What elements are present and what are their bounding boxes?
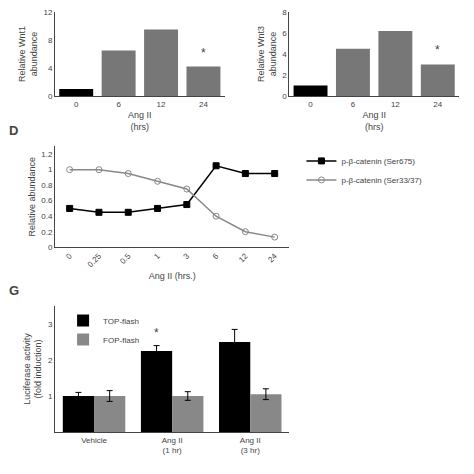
svg-text:3: 3 [182, 251, 192, 261]
svg-text:6: 6 [351, 100, 356, 109]
svg-text:12: 12 [237, 251, 250, 264]
svg-text:1: 1 [48, 392, 53, 401]
svg-text:1: 1 [152, 251, 162, 261]
svg-text:D: D [9, 123, 18, 138]
svg-text:12: 12 [391, 100, 400, 109]
svg-text:Vehicle: Vehicle [81, 436, 107, 445]
svg-text:8: 8 [48, 36, 53, 45]
svg-text:Relative abundance: Relative abundance [27, 157, 37, 237]
svg-text:Ang II(1 hr): Ang II(1 hr) [162, 436, 183, 455]
svg-text:0: 0 [74, 100, 79, 109]
svg-text:*: * [435, 43, 440, 57]
svg-text:0.5: 0.5 [118, 251, 133, 266]
svg-text:1: 1 [48, 165, 53, 174]
svg-text:0.8: 0.8 [41, 181, 53, 190]
svg-text:Ang II(3 hr): Ang II(3 hr) [240, 436, 261, 455]
svg-text:Luciferase activity(fold induc: Luciferase activity(fold induction) [22, 333, 44, 405]
svg-text:1.2: 1.2 [41, 150, 53, 159]
svg-text:2: 2 [282, 71, 287, 80]
svg-text:0.4: 0.4 [41, 212, 53, 221]
svg-text:0: 0 [282, 92, 287, 101]
svg-text:0: 0 [48, 243, 53, 252]
svg-text:Relative Wnt1abundance: Relative Wnt1abundance [17, 26, 39, 82]
svg-text:24: 24 [199, 100, 208, 109]
svg-text:FOP-flash: FOP-flash [103, 336, 139, 345]
svg-text:0: 0 [48, 92, 53, 101]
svg-text:0: 0 [64, 251, 74, 261]
svg-text:0: 0 [308, 100, 313, 109]
svg-text:Ang II(hrs): Ang II(hrs) [128, 110, 152, 132]
svg-text:3: 3 [48, 320, 53, 329]
svg-text:0.2: 0.2 [41, 227, 53, 236]
svg-text:G: G [9, 283, 19, 298]
svg-text:2: 2 [48, 356, 53, 365]
svg-text:6: 6 [211, 251, 221, 261]
svg-text:*: * [154, 326, 159, 340]
svg-text:24: 24 [433, 100, 442, 109]
svg-text:6: 6 [116, 100, 121, 109]
svg-text:0.6: 0.6 [41, 196, 53, 205]
svg-text:p-β-catenin (Ser33/37): p-β-catenin (Ser33/37) [341, 176, 422, 185]
svg-text:4: 4 [48, 64, 53, 73]
svg-text:4: 4 [282, 50, 287, 59]
svg-text:8: 8 [282, 8, 287, 17]
svg-text:12: 12 [157, 100, 166, 109]
svg-text:6: 6 [282, 29, 287, 38]
svg-text:p-β-catenin (Ser675): p-β-catenin (Ser675) [341, 157, 415, 166]
svg-text:0.25: 0.25 [86, 251, 104, 269]
svg-text:Relative Wnt3abundance: Relative Wnt3abundance [256, 26, 278, 82]
svg-text:*: * [201, 46, 206, 60]
svg-text:24: 24 [266, 251, 279, 264]
svg-text:TOP-flash: TOP-flash [103, 317, 139, 326]
svg-text:Ang II (hrs.): Ang II (hrs.) [149, 271, 196, 281]
svg-text:Ang II(hrs): Ang II(hrs) [362, 110, 386, 132]
svg-text:12: 12 [43, 8, 52, 17]
